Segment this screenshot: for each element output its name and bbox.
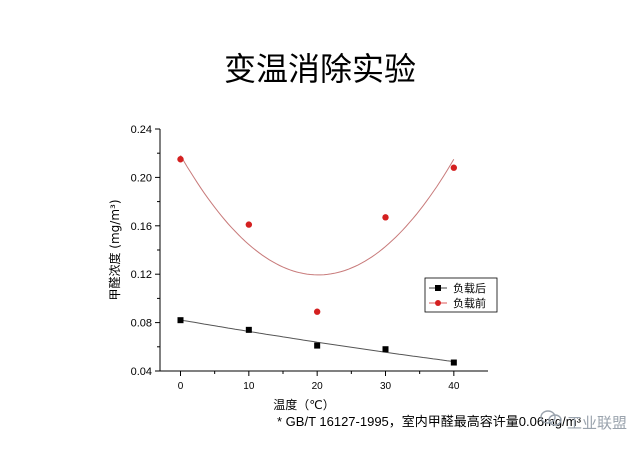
y-tick-label: 0.12 bbox=[131, 269, 152, 281]
legend-label: 负载后 bbox=[453, 281, 486, 295]
chart-fit-lines bbox=[180, 155, 455, 363]
y-tick-label: 0.20 bbox=[131, 172, 152, 184]
y-tick-label: 0.04 bbox=[131, 366, 152, 378]
wechat-icon bbox=[540, 410, 562, 426]
watermark: 工业联盟 bbox=[567, 414, 628, 432]
data-point-before bbox=[382, 214, 389, 221]
data-point-after bbox=[177, 317, 184, 324]
data-point-after bbox=[382, 346, 389, 353]
y-tick-label: 0.08 bbox=[131, 318, 152, 330]
x-axis-label: 温度（℃） bbox=[273, 397, 334, 412]
y-tick-label: 0.16 bbox=[131, 221, 152, 233]
x-tick-label: 40 bbox=[448, 381, 460, 392]
data-point-before bbox=[245, 221, 253, 228]
data-point-after bbox=[314, 342, 321, 349]
legend-marker bbox=[435, 300, 441, 306]
data-point-before bbox=[450, 164, 458, 171]
fit-line-after bbox=[180, 319, 454, 363]
fit-line-before bbox=[180, 155, 455, 276]
x-tick-label: 0 bbox=[178, 381, 184, 392]
chart-marks bbox=[177, 156, 458, 366]
chart-axes: 0.04 0.08 0.12 0.16 0.20 0.24 0 10 20 30 40 温度（℃） 甲醛… bbox=[107, 124, 488, 412]
y-axis-label: 甲醛浓度 (mg/m³) bbox=[107, 199, 122, 300]
footnote: * GB/T 16127-1995，室内甲醛最高容许量0.06mg/m³ bbox=[277, 414, 581, 429]
data-point-after bbox=[245, 326, 252, 333]
x-tick-label: 20 bbox=[312, 381, 324, 392]
x-tick-label: 10 bbox=[243, 381, 255, 392]
x-tick-label: 30 bbox=[380, 381, 392, 392]
legend-box bbox=[424, 277, 498, 313]
data-point-before bbox=[313, 308, 321, 315]
y-tick-label: 0.24 bbox=[131, 124, 152, 136]
data-point-after bbox=[450, 359, 457, 366]
page-title: 变温消除实验 bbox=[223, 50, 416, 88]
data-point-before bbox=[177, 156, 184, 163]
legend-label: 负载前 bbox=[453, 296, 486, 310]
legend-marker bbox=[435, 285, 441, 291]
